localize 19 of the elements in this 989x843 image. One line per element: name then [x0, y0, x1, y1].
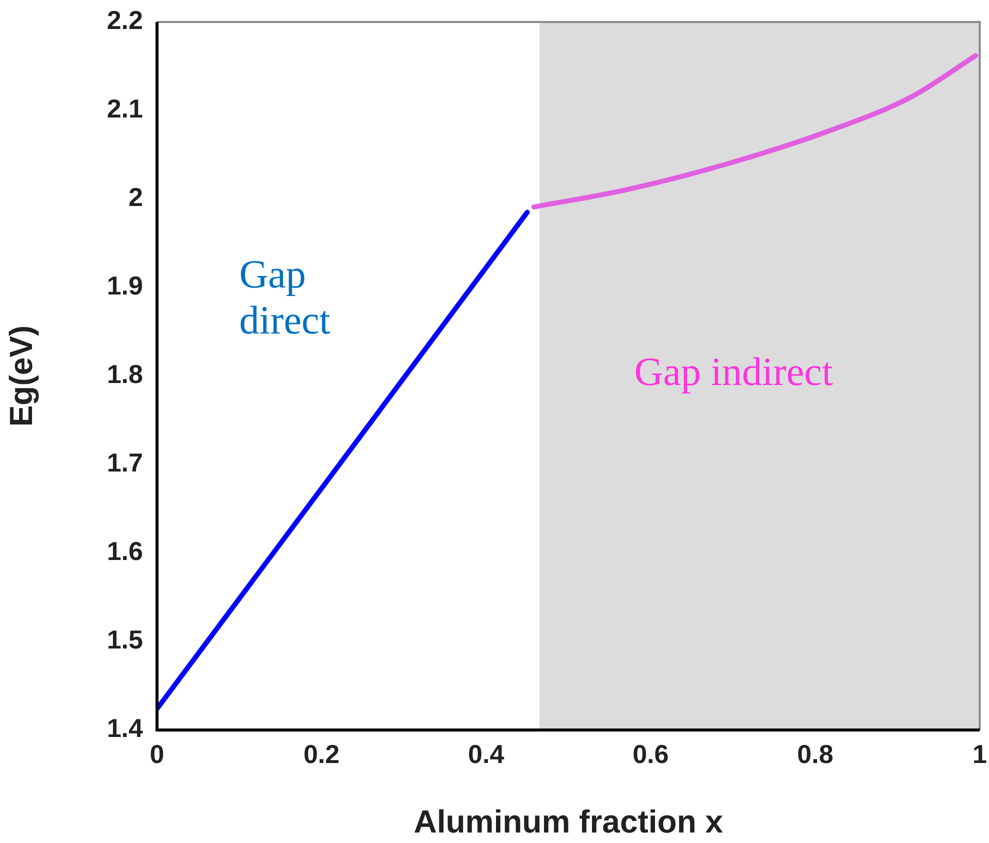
y-axis-title: Eg(eV) [3, 325, 40, 427]
x-tick-label: 0.4 [468, 738, 505, 769]
y-tick-label: 1.9 [106, 270, 143, 301]
y-tick-label: 2.2 [106, 5, 143, 36]
x-tick-label: 1 [972, 738, 988, 769]
y-tick-label: 1.7 [106, 448, 143, 478]
x-tick-label: 0.8 [797, 738, 834, 769]
y-tick-label: 1.6 [106, 536, 143, 566]
annotation: Gap indirect [634, 348, 834, 394]
y-tick-label: 1.4 [106, 713, 144, 744]
x-tick-label: 0 [150, 738, 164, 769]
annotation: Gap direct [239, 252, 330, 342]
y-tick-label: 2.1 [106, 94, 143, 124]
y-tick-label: 1.8 [106, 359, 143, 390]
x-tick-label: 0.2 [303, 738, 340, 769]
x-tick-label: 0.6 [632, 738, 669, 769]
y-tick-label: 1.5 [106, 624, 143, 655]
y-tick-label: 2 [128, 182, 143, 212]
x-axis-title: Aluminum fraction x [414, 804, 724, 840]
